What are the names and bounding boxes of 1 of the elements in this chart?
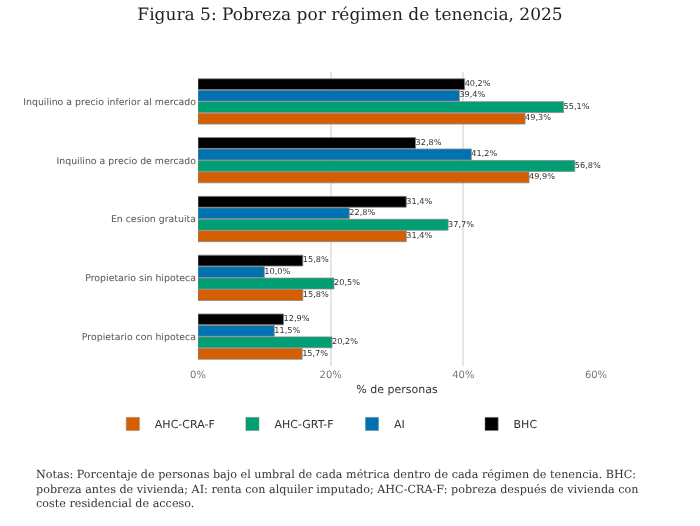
chart-title: Figura 5: Pobreza por régimen de tenencia, 2025 (137, 5, 563, 26)
